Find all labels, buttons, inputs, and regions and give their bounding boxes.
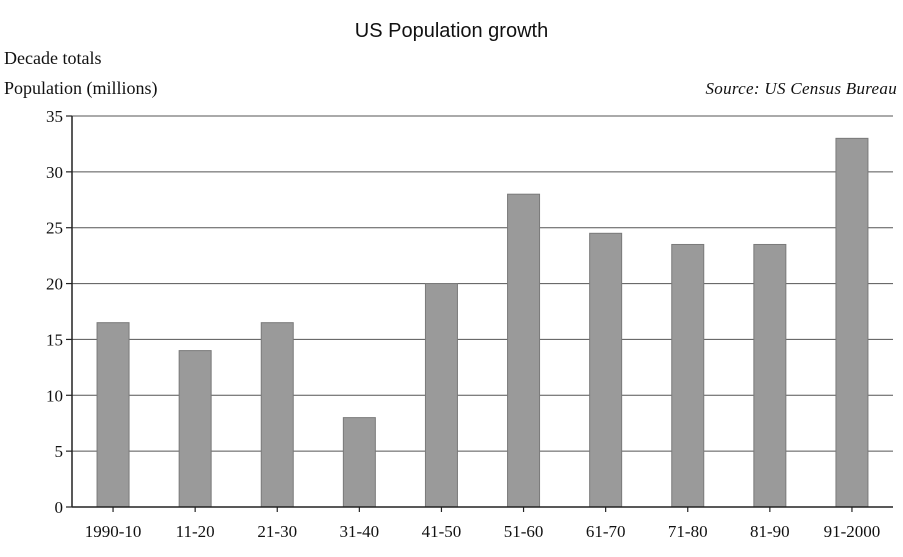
x-tick-label: 51-60 [504,522,544,541]
chart-subtitle: Decade totals [4,48,102,68]
x-tick-label: 61-70 [586,522,626,541]
x-tick-label: 41-50 [422,522,462,541]
chart-title: US Population growth [354,20,549,42]
y-tick-label: 20 [46,275,63,294]
x-tick-label: 1990-10 [85,522,142,541]
bar-51-60 [507,193,541,508]
bar-71-80 [671,243,705,508]
x-tick-label: 11-20 [176,522,215,541]
axes [66,115,893,512]
y-tick-label: 30 [46,163,63,182]
x-tick-label: 91-2000 [824,522,881,541]
x-tick-label: 21-30 [257,522,297,541]
bar-91-2000 [835,137,869,508]
bar-31-40 [342,417,376,508]
y-tick-label: 10 [46,386,63,405]
x-tick-label: 81-90 [750,522,790,541]
source-note: Source: US Census Bureau [705,79,897,98]
x-tick-label: 31-40 [340,522,380,541]
bar-1990-10 [96,322,130,508]
y-tick-label: 15 [46,330,63,349]
y-axis-label: Population (millions) [4,78,158,98]
bar-21-30 [260,322,294,508]
y-tick-label: 0 [55,498,64,517]
x-tick-label: 71-80 [668,522,708,541]
bar-61-70 [589,232,623,508]
bar-41-50 [424,283,458,508]
bar-11-20 [178,350,212,508]
y-tick-label: 35 [46,107,63,126]
y-tick-label: 25 [46,219,63,238]
bar-81-90 [753,243,787,508]
bars [96,137,869,508]
y-tick-label: 5 [55,442,64,461]
y-tick-labels: 0 5 10 15 20 25 30 35 [46,107,63,517]
x-tick-labels: 1990-10 11-20 21-30 31-40 41-50 51-60 61-70 71-… [85,522,881,541]
